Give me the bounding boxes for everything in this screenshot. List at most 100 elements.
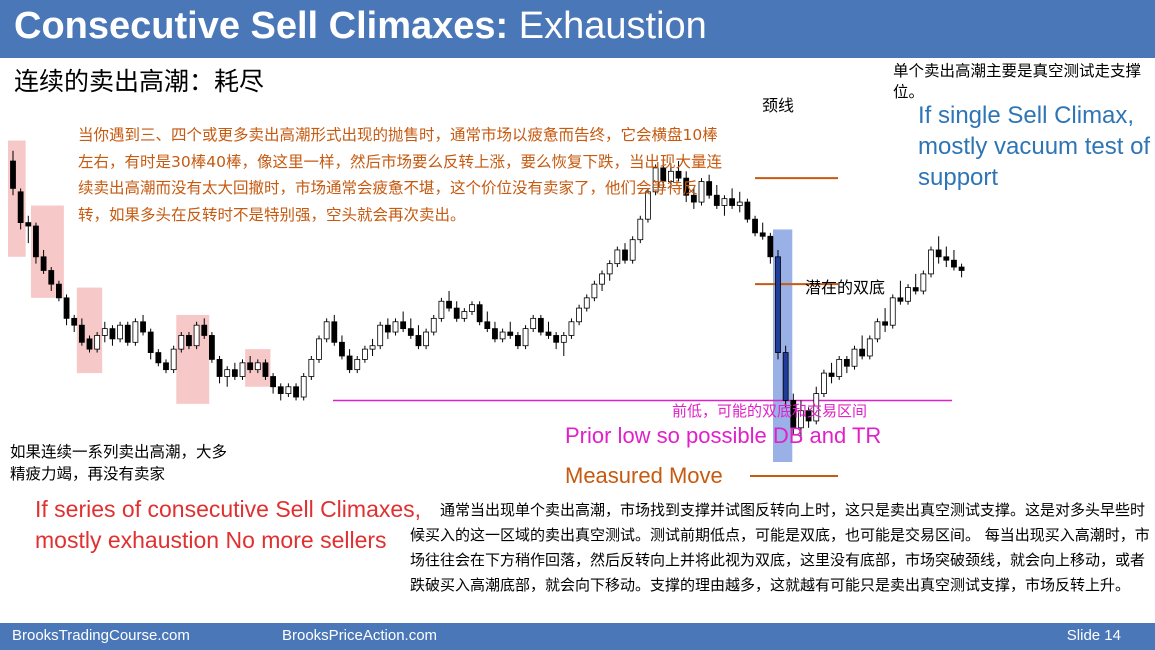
title-bar: Consecutive Sell Climaxes: Exhaustion [0, 0, 1155, 58]
candle-body [622, 249, 628, 261]
candle-body [186, 335, 192, 347]
candle-body [560, 335, 567, 343]
candle-body [874, 321, 881, 340]
candle-body [469, 304, 475, 312]
candle-body [721, 198, 728, 206]
candle-body [224, 369, 231, 377]
candle-body [828, 372, 835, 377]
neckline-label: 颈线 [762, 96, 795, 115]
candle-body [545, 331, 552, 336]
candle-body [48, 270, 55, 285]
prior-low-label-en: Prior low so possible DB and TR [565, 423, 882, 448]
candle-body [706, 181, 713, 196]
candle-body [836, 358, 843, 377]
candle-body [645, 191, 651, 220]
candle-body [117, 324, 123, 340]
candle-body [492, 328, 498, 340]
candle-body [736, 201, 743, 206]
candle-body [430, 317, 437, 333]
candle-body [576, 307, 582, 323]
candle-body [461, 311, 468, 319]
candle-body [369, 345, 376, 350]
candle-body [912, 287, 919, 292]
candle-body [423, 331, 430, 347]
candle-body [752, 218, 758, 234]
candle-body [484, 321, 491, 330]
candle-body [155, 352, 162, 364]
candle-body [675, 170, 682, 179]
candle-body [690, 194, 697, 203]
candle-body [805, 410, 812, 422]
candle-body [438, 300, 445, 319]
candle-body [193, 324, 200, 347]
candle-body [17, 191, 24, 224]
candle-body [71, 317, 78, 326]
candle-body [476, 304, 483, 323]
slide-title: Consecutive Sell Climaxes: Exhaustion [14, 5, 707, 47]
candle-body [254, 362, 261, 371]
candle-body [935, 249, 942, 258]
candle-body [889, 297, 896, 326]
footer-course-link[interactable]: BrooksTradingCourse.com [12, 627, 190, 644]
candle-body [86, 338, 93, 350]
candle-body [851, 348, 858, 367]
potential-double-bottom-label: 潜在的双底 [805, 278, 886, 297]
candle-body [790, 400, 797, 429]
footer-site-link[interactable]: BrooksPriceAction.com [282, 627, 438, 644]
candle-body [140, 321, 146, 333]
candle-body [515, 335, 521, 347]
candle-body [293, 386, 299, 398]
candle-body [614, 249, 621, 265]
candle-body [499, 331, 506, 340]
candle-body [951, 259, 957, 268]
candle-body [201, 324, 208, 336]
candle-body [400, 321, 407, 330]
slide-number: Slide 14 [1066, 627, 1121, 644]
candle-body [591, 283, 598, 299]
candle-body [33, 225, 39, 258]
candle-body [813, 393, 820, 422]
candle-body [94, 335, 101, 350]
candle-body [843, 358, 850, 367]
candle-body [759, 232, 766, 237]
candle-body [361, 348, 368, 360]
candle-body [522, 328, 529, 347]
footer-bar: BrooksTradingCourse.com BrooksPriceActio… [0, 623, 1155, 650]
candle-body [147, 331, 154, 353]
candle-body [124, 324, 131, 343]
candle-body [247, 362, 254, 371]
candle-body [882, 321, 888, 326]
candle-body [660, 167, 667, 182]
candle-body [583, 297, 590, 309]
candle-body [782, 352, 789, 401]
candle-body [109, 328, 116, 340]
candle-body [698, 181, 705, 203]
exhaustion-note-en: If series of consecutive Sell Climaxes, … [35, 496, 422, 553]
single-climax-note-cn: 单个卖出高潮主要是真空测试走支撑位。 [893, 62, 1142, 101]
candle-body [920, 273, 927, 292]
candle-body [537, 317, 544, 333]
candle-body [384, 324, 391, 333]
candle-body [25, 222, 32, 227]
candle-body [216, 358, 223, 377]
candle-body [905, 287, 911, 302]
candle-body [958, 266, 965, 271]
candle-body [652, 167, 659, 193]
vacuum-test-explanation-cn: 通常当出现单个卖出高潮，市场找到支撑并试图反转向上时，这只是卖出真空测试支撑。这… [410, 501, 1150, 594]
candle-body [568, 321, 575, 336]
candle-body [798, 410, 804, 429]
candle-body [599, 273, 605, 285]
candle-body [163, 362, 169, 371]
candle-body [407, 328, 414, 336]
candle-body [56, 283, 62, 299]
candle-body [530, 317, 537, 330]
candle-body [507, 331, 514, 336]
candle-body [446, 300, 452, 309]
candle-body [78, 324, 85, 343]
candle-body [683, 177, 690, 196]
candle-body [713, 194, 720, 206]
candle-body [339, 341, 345, 357]
candle-body [928, 249, 934, 275]
candle-body [354, 358, 361, 371]
